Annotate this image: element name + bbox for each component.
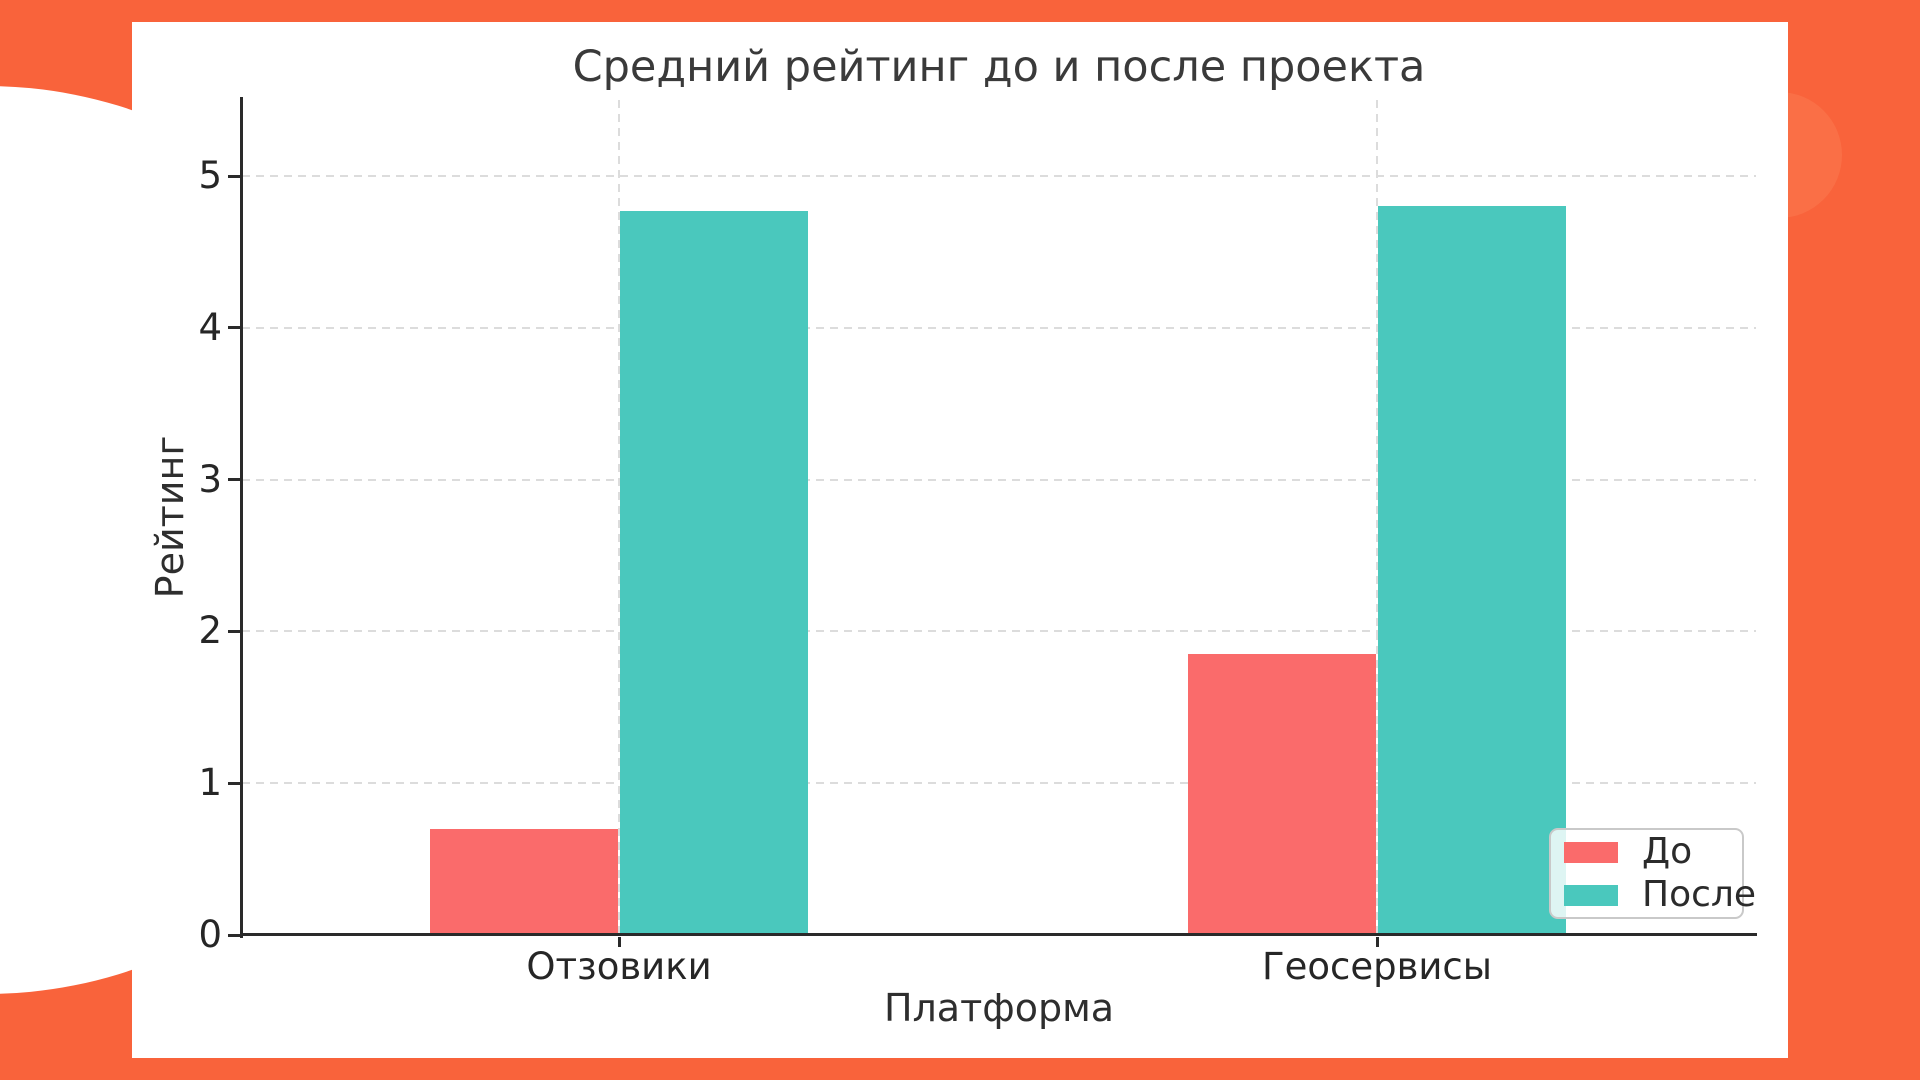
x-tick-label-1: Геосервисы xyxy=(1262,945,1492,988)
y-tick-mark-2 xyxy=(228,629,240,633)
gridline-y-3 xyxy=(242,478,1756,481)
bar-series0-cat1 xyxy=(1188,654,1376,935)
y-tick-label-3: 3 xyxy=(198,457,222,501)
y-tick-label-4: 4 xyxy=(198,305,222,349)
x-axis-label: Платформа xyxy=(883,986,1115,1030)
gridline-vertical-0 xyxy=(618,100,620,935)
y-tick-mark-0 xyxy=(228,933,240,937)
y-tick-label-5: 5 xyxy=(198,154,222,197)
x-axis-spine xyxy=(240,933,1757,936)
legend-row-1: После xyxy=(1564,877,1756,913)
gridline-y-5 xyxy=(242,175,1756,177)
legend-row-0: До xyxy=(1564,834,1742,870)
legend-swatch-0 xyxy=(1564,841,1618,863)
gridline-y-1 xyxy=(242,782,1756,785)
gridline-y-4 xyxy=(242,326,1756,329)
y-tick-label-0: 0 xyxy=(198,913,222,956)
legend-label-1: После xyxy=(1642,874,1757,915)
y-tick-mark-3 xyxy=(228,478,240,482)
gridline-vertical-1 xyxy=(1376,100,1378,935)
x-tick-mark-0 xyxy=(617,937,621,947)
y-axis-spine xyxy=(240,97,243,938)
y-tick-mark-1 xyxy=(228,781,240,785)
y-tick-mark-4 xyxy=(228,326,240,330)
legend-swatch-1 xyxy=(1564,884,1618,906)
x-tick-mark-1 xyxy=(1375,937,1379,947)
y-tick-mark-5 xyxy=(228,174,240,178)
bar-series1-cat0 xyxy=(620,210,808,935)
y-tick-label-1: 1 xyxy=(198,761,222,805)
plot-area: 0 1 2 3 4 5 Отзовики Геосервисы xyxy=(198,97,1757,988)
chart-title: Средний рейтинг до и после проекта xyxy=(572,42,1426,92)
y-tick-label-2: 2 xyxy=(198,609,222,653)
y-axis-label: Рейтинг xyxy=(148,435,192,599)
gridline-y-2 xyxy=(242,630,1756,633)
legend: До После xyxy=(1549,828,1756,919)
bar-series1-cat1 xyxy=(1378,206,1566,935)
legend-label-0: До xyxy=(1642,831,1693,872)
x-tick-label-0: Отзовики xyxy=(526,945,712,988)
bar-series0-cat0 xyxy=(430,828,618,935)
